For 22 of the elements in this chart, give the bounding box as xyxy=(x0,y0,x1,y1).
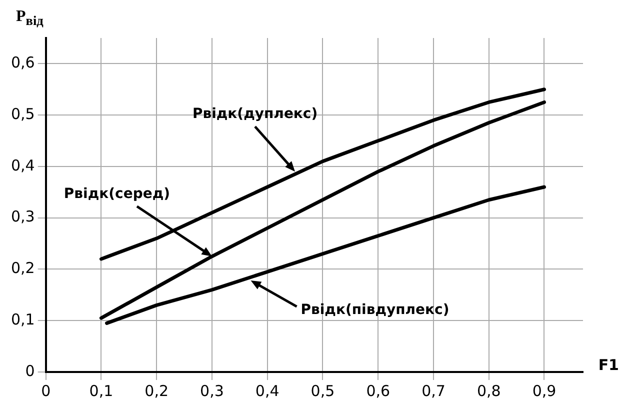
x-axis-title: F1 xyxy=(598,356,619,374)
x-tick-label: 0,9 xyxy=(532,382,556,400)
annotation: Рвідк(дуплекс) xyxy=(192,106,318,122)
y-tick-label: 0 xyxy=(25,362,35,380)
annotation: Рвідк(півдуплекс) xyxy=(300,302,450,318)
y-axis-title: P$_{від}$ xyxy=(16,8,44,30)
y-tick-label: 0,5 xyxy=(10,104,35,123)
x-tick-label: 0,5 xyxy=(310,382,335,400)
x-tick-label: 0 xyxy=(41,382,51,400)
y-tick-label: 0,4 xyxy=(10,156,35,174)
y-tick-label: 0,6 xyxy=(10,54,35,72)
x-tick-label: 0,7 xyxy=(422,382,446,400)
x-tick-label: 0,6 xyxy=(366,382,390,400)
x-tick-label: 0,3 xyxy=(200,382,224,400)
y-tick-label: 0,3 xyxy=(10,208,35,226)
x-tick-label: 0,8 xyxy=(476,382,501,400)
x-tick-label: 0,2 xyxy=(144,382,169,400)
y-tick-label: 0,2 xyxy=(10,259,35,278)
x-tick-label: 0,1 xyxy=(89,382,114,400)
y-tick-label: 0,1 xyxy=(10,310,35,329)
annotation: Рвідк(серед) xyxy=(64,186,170,202)
x-tick-label: 0,4 xyxy=(255,382,280,400)
